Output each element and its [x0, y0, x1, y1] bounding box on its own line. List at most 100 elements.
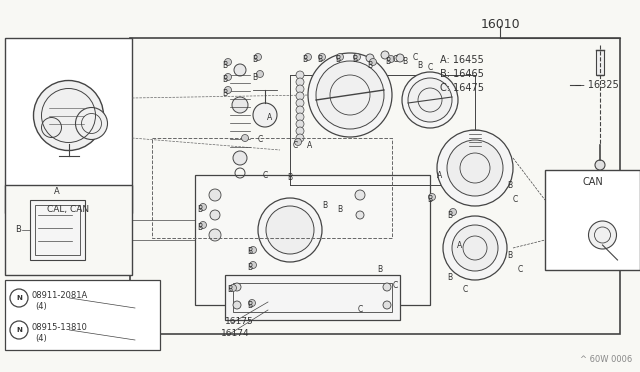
Circle shape: [429, 193, 435, 201]
Text: B: B: [223, 89, 228, 97]
Circle shape: [294, 138, 301, 145]
Text: A: 16455: A: 16455: [440, 55, 484, 65]
Circle shape: [296, 113, 304, 121]
Circle shape: [589, 221, 616, 249]
Circle shape: [253, 103, 277, 127]
Text: C: C: [517, 266, 523, 275]
Text: 08911-2081A: 08911-2081A: [31, 291, 87, 299]
Text: B: B: [508, 250, 513, 260]
Text: C: C: [513, 196, 518, 205]
Text: B: B: [197, 224, 203, 232]
Circle shape: [366, 54, 374, 62]
Circle shape: [402, 72, 458, 128]
Text: B: B: [335, 55, 340, 64]
Circle shape: [266, 206, 314, 254]
Circle shape: [447, 140, 503, 196]
Text: CAL, CAN: CAL, CAN: [47, 205, 90, 214]
Text: C: C: [262, 170, 268, 180]
Text: C: C: [392, 280, 397, 289]
Text: 16174: 16174: [221, 330, 250, 339]
Circle shape: [225, 58, 232, 65]
Text: — 16325: — 16325: [575, 80, 619, 90]
Bar: [130, 38, 620, 334]
Text: B: B: [508, 180, 513, 189]
Circle shape: [319, 54, 326, 61]
Text: ^ 60W 0006: ^ 60W 0006: [580, 355, 632, 364]
Text: B: B: [287, 173, 292, 183]
Text: A: A: [54, 187, 60, 196]
Circle shape: [241, 135, 248, 141]
Circle shape: [449, 208, 456, 215]
Text: B: B: [378, 266, 383, 275]
Circle shape: [308, 53, 392, 137]
Circle shape: [200, 203, 207, 211]
Circle shape: [33, 80, 104, 151]
Circle shape: [296, 127, 304, 135]
Text: B: B: [252, 74, 257, 83]
Text: B: B: [248, 263, 253, 273]
Text: A: A: [268, 113, 273, 122]
Bar: [5, 185, 132, 275]
Circle shape: [353, 54, 360, 61]
Text: B: B: [252, 55, 257, 64]
Circle shape: [233, 283, 241, 291]
Circle shape: [595, 160, 605, 170]
Circle shape: [225, 74, 232, 80]
Text: B: B: [337, 205, 342, 215]
Text: C: C: [428, 64, 433, 73]
Circle shape: [296, 78, 304, 86]
Text: B: B: [248, 247, 253, 257]
Circle shape: [250, 247, 257, 253]
Circle shape: [355, 190, 365, 200]
Circle shape: [232, 97, 248, 113]
Circle shape: [250, 262, 257, 269]
Circle shape: [296, 99, 304, 107]
Text: A: A: [458, 241, 463, 250]
Circle shape: [443, 216, 507, 280]
Text: C: C: [462, 285, 468, 295]
Bar: [35, 205, 80, 255]
Bar: [30, 200, 85, 260]
Text: B: B: [385, 58, 390, 67]
Circle shape: [383, 283, 391, 291]
Circle shape: [408, 78, 452, 122]
Text: B: 16465: B: 16465: [440, 69, 484, 79]
Text: 16010: 16010: [480, 18, 520, 31]
Circle shape: [230, 285, 237, 292]
Circle shape: [42, 118, 61, 138]
Text: 08915-13810: 08915-13810: [31, 323, 87, 331]
Text: B: B: [248, 301, 253, 310]
Bar: [5, 280, 160, 350]
Text: N: N: [16, 327, 22, 333]
Text: B: B: [317, 55, 323, 64]
Text: B: B: [15, 225, 21, 234]
Text: B: B: [353, 55, 358, 64]
Text: B: B: [447, 211, 452, 219]
Circle shape: [10, 321, 28, 339]
Circle shape: [296, 85, 304, 93]
Circle shape: [209, 229, 221, 241]
Bar: [195, 175, 430, 305]
Circle shape: [383, 301, 391, 309]
Circle shape: [248, 299, 255, 307]
Circle shape: [257, 71, 264, 77]
Circle shape: [296, 120, 304, 128]
Circle shape: [76, 108, 108, 140]
Text: A: A: [437, 170, 443, 180]
Text: B: B: [223, 76, 228, 84]
Circle shape: [233, 151, 247, 165]
Bar: [545, 170, 640, 270]
Text: B: B: [367, 61, 372, 70]
Text: B: B: [227, 285, 232, 295]
Bar: [5, 38, 132, 213]
Circle shape: [396, 54, 404, 62]
Circle shape: [316, 61, 384, 129]
Text: C: C: [357, 305, 363, 314]
Text: A: A: [307, 141, 312, 150]
Text: B: B: [428, 196, 433, 205]
Text: B: B: [447, 273, 452, 282]
Text: CAN: CAN: [582, 177, 603, 187]
Text: 16175: 16175: [225, 317, 253, 327]
Text: N: N: [16, 295, 22, 301]
Text: B: B: [323, 201, 328, 209]
